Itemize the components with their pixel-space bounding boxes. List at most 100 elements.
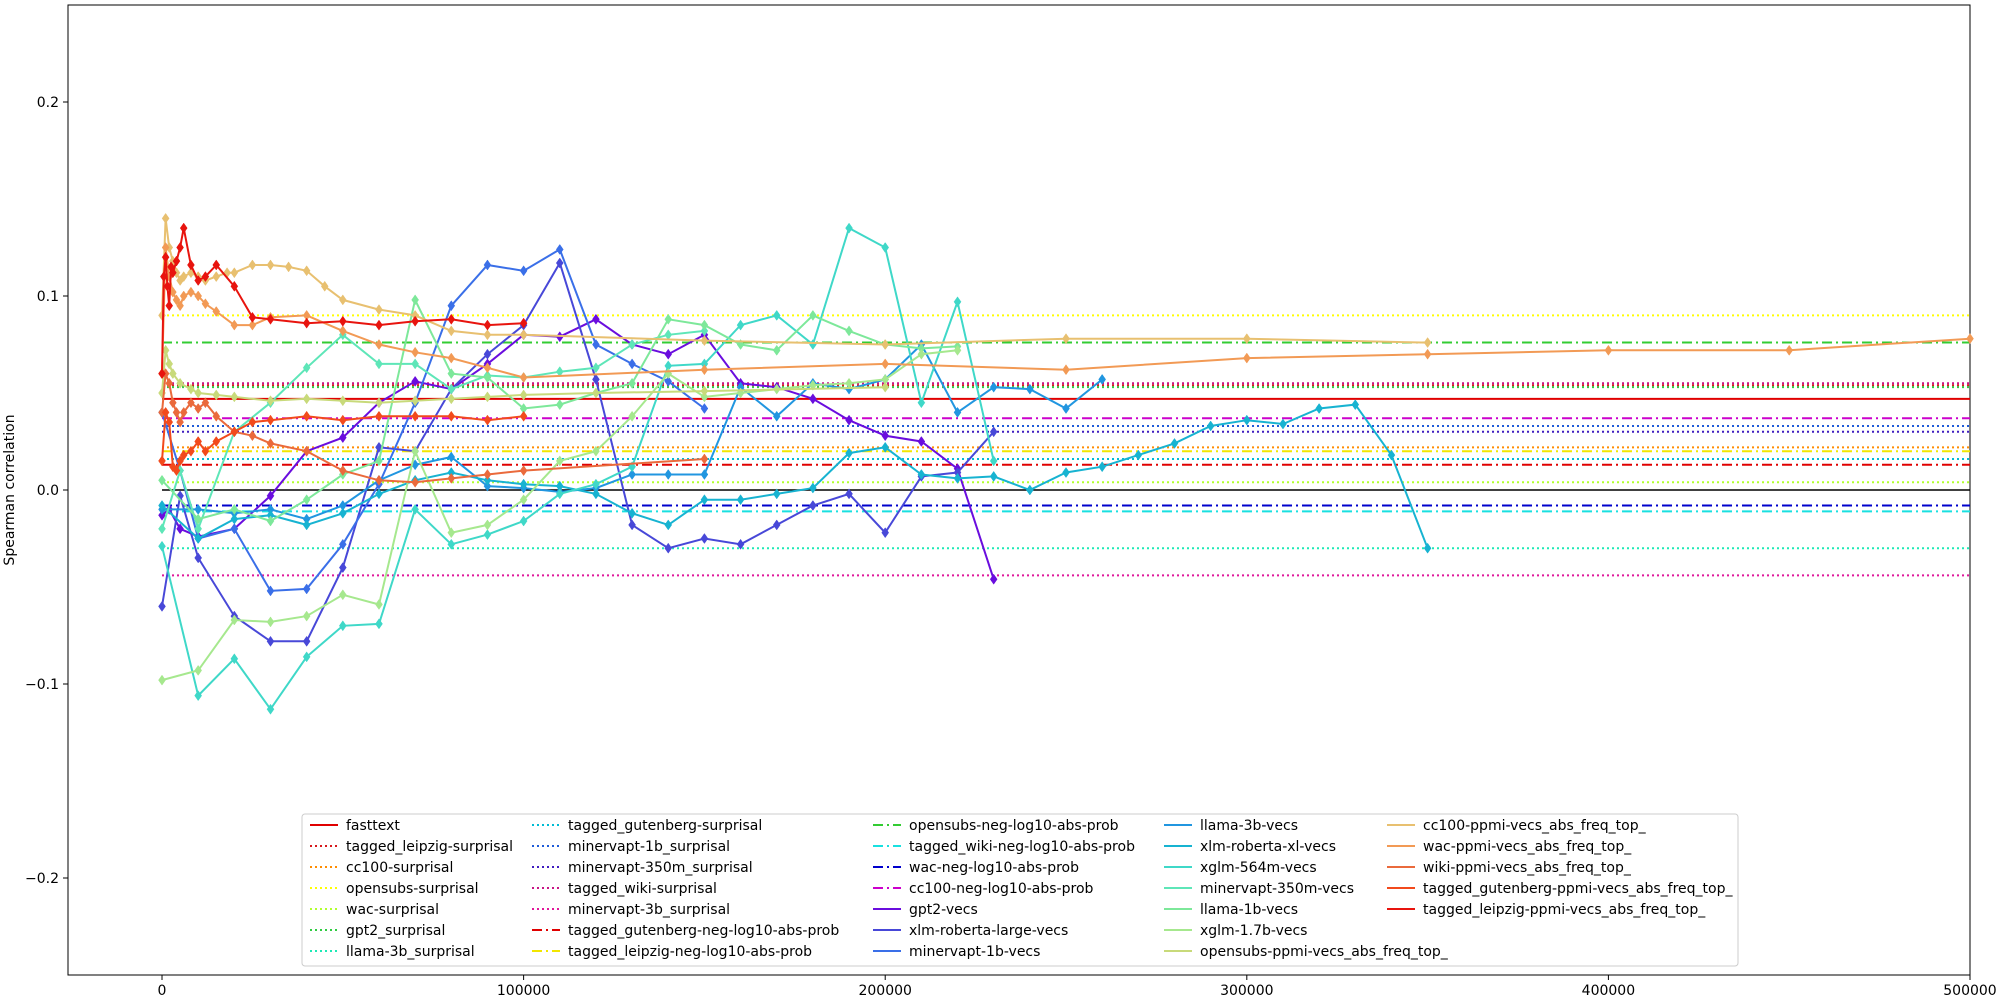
- data-point: [176, 455, 184, 467]
- data-point: [158, 368, 166, 380]
- data-point: [212, 389, 221, 401]
- data-point: [483, 414, 492, 426]
- legend-item-minervapt-3b-surprisal: minervapt-3b_surprisal: [532, 902, 730, 918]
- legend-label: opensubs-neg-log10-abs-prob: [909, 818, 1119, 834]
- legend-label: gpt2_surprisal: [346, 923, 445, 939]
- data-point: [230, 523, 239, 535]
- data-point: [953, 406, 962, 418]
- data-point: [266, 616, 275, 628]
- data-point: [1098, 373, 1106, 385]
- legend-item-minervapt-350m-vecs: minervapt-350m-vecs: [1164, 881, 1354, 897]
- data-point: [1062, 333, 1070, 345]
- data-point: [339, 315, 347, 327]
- data-point: [172, 465, 181, 477]
- data-point: [212, 306, 221, 317]
- series-wiki-ppmi-vecs-abs-freq-top: [158, 368, 709, 488]
- data-point: [302, 317, 311, 329]
- data-point: [845, 447, 853, 459]
- legend-item-tagged-wiki-surprisal: tagged_wiki-surprisal: [532, 881, 717, 897]
- series-tagged-gutenberg-ppmi-vecs-abs-freq-top: [158, 406, 528, 477]
- legend: fasttext tagged_leipzig-surprisal cc100-su…: [301, 813, 1739, 967]
- data-point: [165, 416, 174, 428]
- legend-label: minervapt-1b_surprisal: [568, 839, 730, 855]
- data-point: [519, 389, 528, 401]
- data-point: [772, 344, 781, 356]
- legend-label: tagged_leipzig-neg-log10-abs-prob: [568, 944, 812, 960]
- data-point: [1062, 467, 1070, 478]
- data-point: [339, 294, 347, 306]
- data-point: [447, 352, 456, 364]
- data-point: [248, 430, 257, 442]
- data-point: [248, 259, 257, 271]
- data-point: [201, 271, 210, 283]
- data-point: [736, 538, 745, 550]
- data-point: [339, 395, 347, 407]
- data-point: [483, 329, 492, 341]
- series-wac-ppmi-vecs-abs-freq-top: [158, 242, 1974, 383]
- data-point: [179, 290, 188, 302]
- data-point: [989, 573, 998, 585]
- data-point: [664, 348, 673, 360]
- data-point: [519, 372, 528, 383]
- legend-label: wac-neg-log10-abs-prob: [909, 860, 1079, 876]
- data-point: [158, 674, 166, 686]
- data-point: [158, 500, 166, 511]
- legend-label: xlm-roberta-large-vecs: [909, 923, 1068, 939]
- data-point: [519, 265, 528, 277]
- data-point: [302, 610, 311, 622]
- legend-label: tagged_leipzig-surprisal: [346, 839, 513, 855]
- legend-item-tagged-wiki-neg-log10-abs-prob: tagged_wiki-neg-log10-abs-prob: [873, 839, 1135, 855]
- data-point: [165, 377, 174, 389]
- y-tick-label: 0.0: [37, 483, 59, 499]
- legend-label: minervapt-3b_surprisal: [568, 902, 730, 918]
- data-point: [230, 319, 239, 331]
- data-point: [592, 445, 600, 457]
- data-point: [411, 503, 419, 515]
- data-point: [201, 397, 210, 409]
- data-point: [411, 315, 419, 327]
- data-point: [700, 335, 709, 347]
- data-point: [1134, 449, 1143, 461]
- data-point: [187, 397, 195, 409]
- data-point: [1423, 337, 1432, 348]
- data-point: [772, 309, 781, 321]
- legend-label: tagged_gutenberg-ppmi-vecs_abs_freq_top_: [1423, 881, 1733, 897]
- data-point: [989, 455, 998, 467]
- legend-label: tagged_gutenberg-surprisal: [568, 818, 762, 834]
- legend-item-xlm-roberta-xl-vecs: xlm-roberta-xl-vecs: [1164, 839, 1336, 855]
- data-point: [917, 436, 926, 447]
- data-point: [809, 309, 817, 321]
- data-point: [411, 476, 419, 488]
- data-point: [700, 494, 709, 506]
- data-point: [201, 445, 210, 457]
- series-xlm-roberta-xl-vecs: [158, 399, 1432, 554]
- data-point: [266, 703, 275, 715]
- data-point: [375, 304, 383, 316]
- data-point: [172, 294, 181, 306]
- data-point: [248, 416, 257, 428]
- legend-label: wiki-ppmi-vecs_abs_freq_top_: [1423, 860, 1632, 876]
- data-point: [881, 527, 890, 539]
- data-point: [194, 403, 202, 414]
- data-point: [179, 222, 188, 234]
- data-point: [917, 348, 926, 360]
- data-point: [302, 445, 311, 457]
- data-point: [1243, 352, 1251, 364]
- legend-label: xglm-564m-vecs: [1200, 860, 1317, 876]
- x-tick-label: 300000: [1220, 983, 1273, 999]
- data-point: [339, 538, 347, 550]
- data-point: [339, 414, 347, 426]
- data-point: [628, 377, 636, 389]
- data-point: [628, 339, 636, 350]
- data-point: [483, 480, 492, 492]
- legend-label: cc100-neg-log10-abs-prob: [909, 881, 1094, 897]
- legend-label: tagged_wiki-neg-log10-abs-prob: [909, 839, 1135, 855]
- data-point: [172, 406, 181, 418]
- data-point: [700, 364, 709, 376]
- legend-label: llama-3b-vecs: [1200, 818, 1298, 834]
- series-opensubs-ppmi-vecs-abs-freq-top: [158, 344, 890, 409]
- series-xglm-1-7b-vecs: [158, 344, 962, 686]
- data-point: [519, 329, 528, 341]
- legend-item-wac-neg-log10-abs-prob: wac-neg-log10-abs-prob: [873, 860, 1079, 876]
- data-point: [302, 410, 311, 422]
